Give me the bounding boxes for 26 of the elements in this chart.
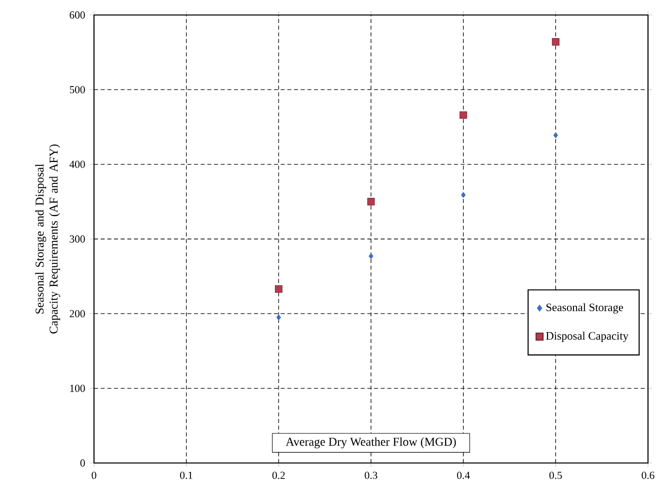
x-tick-label: 0.4	[457, 472, 470, 479]
point	[553, 132, 558, 138]
y-tick-label: 0	[80, 459, 85, 467]
y-tick-label: 300	[70, 235, 85, 243]
y-tick-label: 400	[70, 160, 85, 168]
y-tick-label: 600	[70, 11, 85, 19]
y-tick-label: 500	[70, 86, 85, 94]
y-tick-label: 200	[70, 310, 85, 318]
x-tick-label: 0.6	[642, 472, 654, 479]
y-tick-label: 100	[70, 384, 85, 392]
point	[460, 111, 468, 119]
point	[276, 314, 281, 320]
x-tick-label: 0.1	[180, 472, 192, 479]
legend-label: Disposal Capacity	[546, 332, 628, 342]
point	[367, 198, 375, 206]
point	[274, 285, 282, 293]
point	[368, 253, 374, 260]
x-tick-label: 0.2	[272, 472, 285, 479]
x-axis-title: Average Dry Weather Flow (MGD)	[286, 437, 456, 448]
legend-label: Seasonal Storage	[546, 303, 624, 314]
point	[552, 38, 560, 46]
y-axis-title: Seasonal Storage and Disposal Capacity Requirements (AF and AFY)	[35, 144, 60, 334]
point	[461, 192, 466, 198]
x-tick-label: 0	[92, 472, 96, 479]
x-tick-label: 0.5	[549, 472, 562, 479]
x-tick-label: 0.3	[364, 472, 378, 479]
